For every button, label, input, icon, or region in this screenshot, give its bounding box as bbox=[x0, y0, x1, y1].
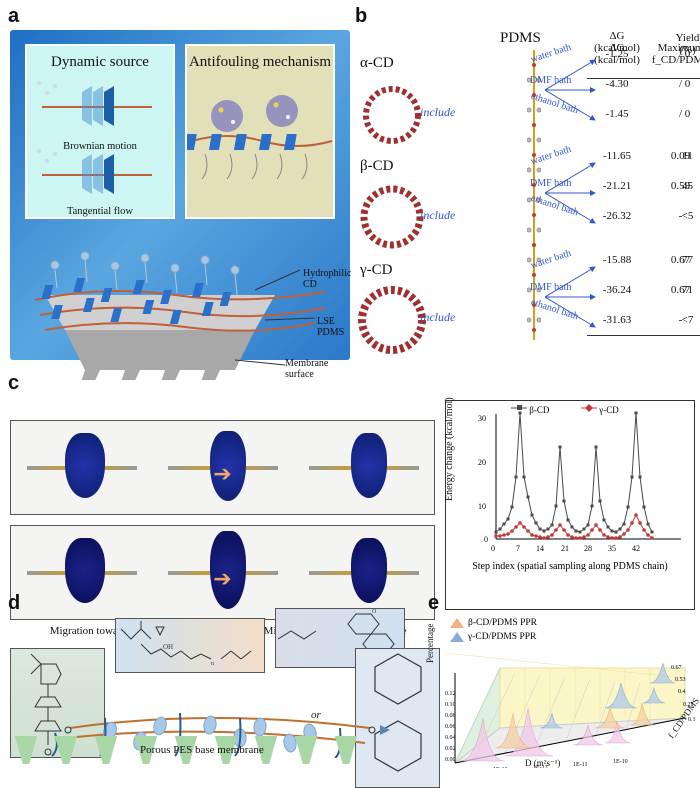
dust-particle bbox=[37, 149, 41, 153]
svg-text:0.02: 0.02 bbox=[445, 746, 456, 752]
dust-particle bbox=[53, 152, 57, 156]
antifouling-mechanism-box: Antifouling mechanism bbox=[185, 44, 335, 219]
svg-text:28: 28 bbox=[584, 544, 592, 553]
dust-particle bbox=[37, 81, 41, 85]
svg-text:10: 10 bbox=[478, 502, 486, 511]
migration-large-aperture-row: ➔ ➔ bbox=[10, 420, 435, 515]
svg-text:30: 30 bbox=[478, 414, 486, 423]
panel-d-label: d bbox=[8, 592, 20, 615]
dynamic-source-box: Dynamic source Brownian motion Tangentia… bbox=[25, 44, 175, 219]
panel-e-3d-chart: β-CD/PDMS PPR γ-CD/PDMS PPR bbox=[430, 618, 700, 768]
gamma-cd-label: γ-CD bbox=[360, 262, 392, 279]
dust-particle bbox=[45, 91, 49, 95]
brownian-motion-label: Brownian motion bbox=[27, 141, 173, 152]
brownian-chevrons bbox=[82, 86, 115, 126]
svg-text:0.4: 0.4 bbox=[678, 689, 686, 695]
dynamic-source-title: Dynamic source bbox=[27, 54, 173, 71]
panel-b-label: b bbox=[355, 5, 367, 28]
tangential-flow-label: Tangential flow bbox=[27, 206, 173, 217]
svg-text:1E-10: 1E-10 bbox=[613, 759, 628, 765]
panel-e-label: e bbox=[428, 592, 439, 615]
energy-change-chart: β-CD γ-CD 30 20 10 0 0 7 14 21 28 35 42 bbox=[445, 400, 695, 610]
svg-text:0.53: 0.53 bbox=[675, 677, 686, 683]
gamma-cd-ppr-legend: γ-CD/PDMS PPR bbox=[450, 632, 536, 642]
line-chart-svg[interactable]: 30 20 10 0 0 7 14 21 28 35 42 bbox=[476, 409, 686, 559]
svg-text:0.08: 0.08 bbox=[445, 713, 456, 719]
panel-c-label: c bbox=[8, 372, 19, 395]
beta-include-label: include bbox=[420, 208, 455, 223]
membrane-surface-diagram: Hydrophilic CD LSE PDMS Membrane surface bbox=[25, 230, 335, 380]
panel-b-illustration: PDMS α-CD include β-CD include γ-CD bbox=[355, 30, 695, 370]
hydrophilic-cd-label: Hydrophilic CD bbox=[303, 268, 351, 290]
svg-text:O: O bbox=[372, 609, 377, 615]
svg-text:n: n bbox=[211, 661, 214, 667]
svg-text:0.00: 0.00 bbox=[445, 757, 456, 763]
dust-particle bbox=[53, 84, 57, 88]
gamma-include-label: include bbox=[420, 310, 455, 325]
svg-text:35: 35 bbox=[608, 544, 616, 553]
svg-text:42: 42 bbox=[632, 544, 640, 553]
3d-surface-chart-svg[interactable]: 1E-14 1E-13 1E-12 1E-11 1E-10 0.00 0.02 … bbox=[445, 653, 695, 768]
svg-text:OH: OH bbox=[163, 643, 173, 651]
tangential-chevrons bbox=[82, 154, 115, 194]
svg-text:0.04: 0.04 bbox=[445, 735, 456, 741]
beta-cd-label: β-CD bbox=[360, 158, 393, 175]
step-index-axis-label: Step index (spatial sampling along PDMS … bbox=[446, 561, 694, 572]
antifouling-mechanism-title: Antifouling mechanism bbox=[187, 54, 333, 71]
alpha-cd-label: α-CD bbox=[360, 55, 394, 72]
svg-text:21: 21 bbox=[561, 544, 569, 553]
svg-text:14: 14 bbox=[536, 544, 544, 553]
svg-text:0.67: 0.67 bbox=[671, 665, 682, 671]
svg-text:7: 7 bbox=[516, 544, 520, 553]
antifouling-diagram bbox=[187, 76, 337, 216]
alpha-include-label: include bbox=[420, 105, 455, 120]
diffusion-axis-label: D (m²s⁻¹) bbox=[525, 758, 560, 769]
table-bottom-divider bbox=[587, 335, 700, 336]
svg-text:1E-11: 1E-11 bbox=[573, 762, 587, 768]
energy-change-axis-label: Energy change (kcal/mol) bbox=[444, 371, 455, 501]
panel-a-illustration: Dynamic source Brownian motion Tangentia… bbox=[10, 30, 350, 360]
membrane-surface-label: Membrane surface bbox=[285, 358, 335, 380]
epoxy-chain-box: OH n bbox=[115, 618, 265, 673]
svg-text:0.10: 0.10 bbox=[445, 702, 456, 708]
pdms-chain-label: PDMS bbox=[500, 30, 541, 47]
svg-text:0.06: 0.06 bbox=[445, 724, 456, 730]
svg-text:0: 0 bbox=[491, 544, 495, 553]
percentage-axis-label: Percentage bbox=[425, 624, 435, 663]
svg-text:0.12: 0.12 bbox=[445, 691, 456, 697]
beta-cd-ring-graphic bbox=[355, 180, 430, 255]
alpha-cd-ring-graphic bbox=[355, 78, 430, 153]
panel-d-illustration: OH n O OH or bbox=[10, 618, 440, 768]
dust-particle bbox=[45, 159, 49, 163]
migration-small-aperture-row: ➔ ➔ bbox=[10, 525, 435, 620]
panel-a-label: a bbox=[8, 5, 19, 28]
svg-text:1E-13: 1E-13 bbox=[493, 767, 508, 768]
porous-membrane-label: Porous PES base membrane bbox=[140, 744, 264, 756]
panel-c-molecule-illustration: ➔ ➔ ➔ ➔ Migration toward large aperture … bbox=[10, 400, 435, 610]
svg-text:0: 0 bbox=[484, 535, 488, 544]
gamma-cd-ring-graphic bbox=[355, 283, 430, 358]
svg-text:20: 20 bbox=[478, 458, 486, 467]
lse-pdms-label: LSE PDMS bbox=[317, 316, 344, 338]
beta-cd-ppr-legend: β-CD/PDMS PPR bbox=[450, 618, 537, 628]
epoxy-chain-structure: OH n bbox=[116, 619, 266, 674]
